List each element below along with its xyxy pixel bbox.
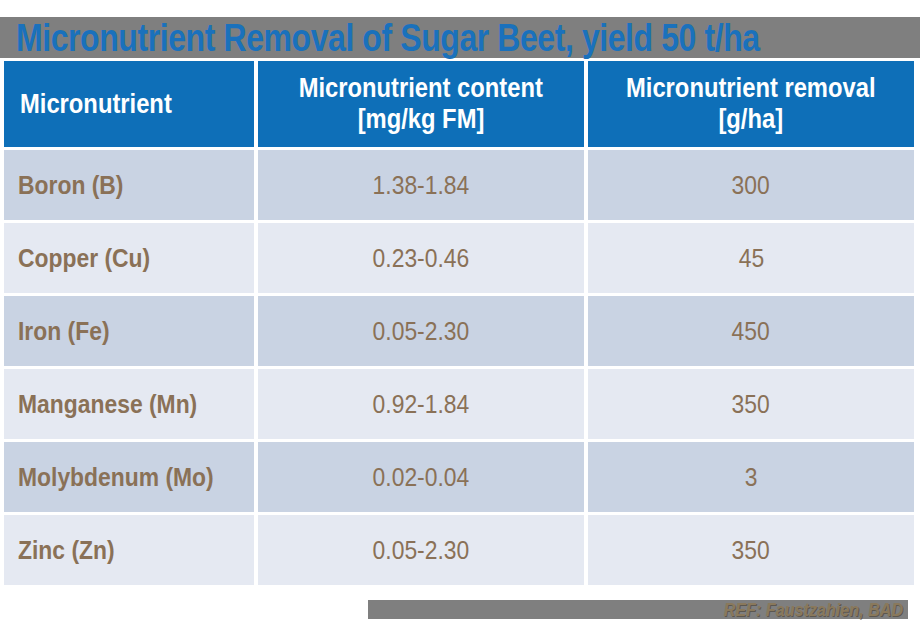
- row-content-value: 0.92-1.84: [373, 389, 470, 420]
- row-removal-cell: 45: [588, 223, 914, 293]
- row-name-cell: Copper (Cu): [4, 223, 254, 293]
- table-row: Zinc (Zn) 0.05-2.30 350: [4, 515, 914, 585]
- reference-bar: REF: Faustzahien, BAD: [368, 600, 908, 619]
- row-removal-value: 300: [732, 170, 770, 201]
- row-content-value: 0.02-0.04: [373, 462, 470, 493]
- row-removal-value: 350: [732, 389, 770, 420]
- table-row: Boron (B) 1.38-1.84 300: [4, 150, 914, 220]
- micronutrient-table: Micronutrient Micronutrient content [mg/…: [0, 58, 918, 588]
- table-header-row: Micronutrient Micronutrient content [mg/…: [4, 61, 914, 147]
- row-content-value: 0.23-0.46: [373, 243, 470, 274]
- table-row: Manganese (Mn) 0.92-1.84 350: [4, 369, 914, 439]
- row-removal-cell: 350: [588, 369, 914, 439]
- row-name-label: Molybdenum (Mo): [18, 462, 214, 493]
- row-name-label: Zinc (Zn): [18, 535, 115, 566]
- header-micronutrient-label: Micronutrient: [20, 89, 172, 120]
- table-row: Copper (Cu) 0.23-0.46 45: [4, 223, 914, 293]
- table-row: Molybdenum (Mo) 0.02-0.04 3: [4, 442, 914, 512]
- header-micronutrient: Micronutrient: [4, 61, 254, 147]
- header-content-label-line2: [mg/kg FM]: [358, 104, 485, 135]
- page-title: Micronutrient Removal of Sugar Beet, yie…: [16, 17, 760, 58]
- row-removal-cell: 350: [588, 515, 914, 585]
- row-name-cell: Molybdenum (Mo): [4, 442, 254, 512]
- row-content-cell: 1.38-1.84: [258, 150, 584, 220]
- row-content-cell: 0.92-1.84: [258, 369, 584, 439]
- row-name-cell: Manganese (Mn): [4, 369, 254, 439]
- header-content-label-line1: Micronutrient content: [299, 73, 543, 104]
- row-name-label: Copper (Cu): [18, 243, 150, 274]
- header-content: Micronutrient content [mg/kg FM]: [258, 61, 584, 147]
- row-removal-cell: 300: [588, 150, 914, 220]
- row-name-cell: Zinc (Zn): [4, 515, 254, 585]
- row-removal-cell: 450: [588, 296, 914, 366]
- title-band: Micronutrient Removal of Sugar Beet, yie…: [0, 17, 920, 58]
- table-row: Iron (Fe) 0.05-2.30 450: [4, 296, 914, 366]
- reference-label: REF: Faustzahien, BAD: [724, 600, 903, 619]
- row-name-label: Manganese (Mn): [18, 389, 197, 420]
- row-removal-value: 450: [732, 316, 770, 347]
- header-removal-label-line2: [g/ha]: [719, 104, 784, 135]
- row-name-label: Iron (Fe): [18, 316, 110, 347]
- row-name-cell: Iron (Fe): [4, 296, 254, 366]
- row-removal-cell: 3: [588, 442, 914, 512]
- row-removal-value: 45: [738, 243, 763, 274]
- header-removal: Micronutrient removal [g/ha]: [588, 61, 914, 147]
- row-content-cell: 0.02-0.04: [258, 442, 584, 512]
- row-content-cell: 0.05-2.30: [258, 296, 584, 366]
- row-name-label: Boron (B): [18, 170, 123, 201]
- row-content-cell: 0.23-0.46: [258, 223, 584, 293]
- row-content-value: 0.05-2.30: [373, 535, 470, 566]
- row-content-value: 1.38-1.84: [373, 170, 470, 201]
- row-content-value: 0.05-2.30: [373, 316, 470, 347]
- row-removal-value: 3: [745, 462, 758, 493]
- row-content-cell: 0.05-2.30: [258, 515, 584, 585]
- row-removal-value: 350: [732, 535, 770, 566]
- row-name-cell: Boron (B): [4, 150, 254, 220]
- header-removal-label-line1: Micronutrient removal: [626, 73, 876, 104]
